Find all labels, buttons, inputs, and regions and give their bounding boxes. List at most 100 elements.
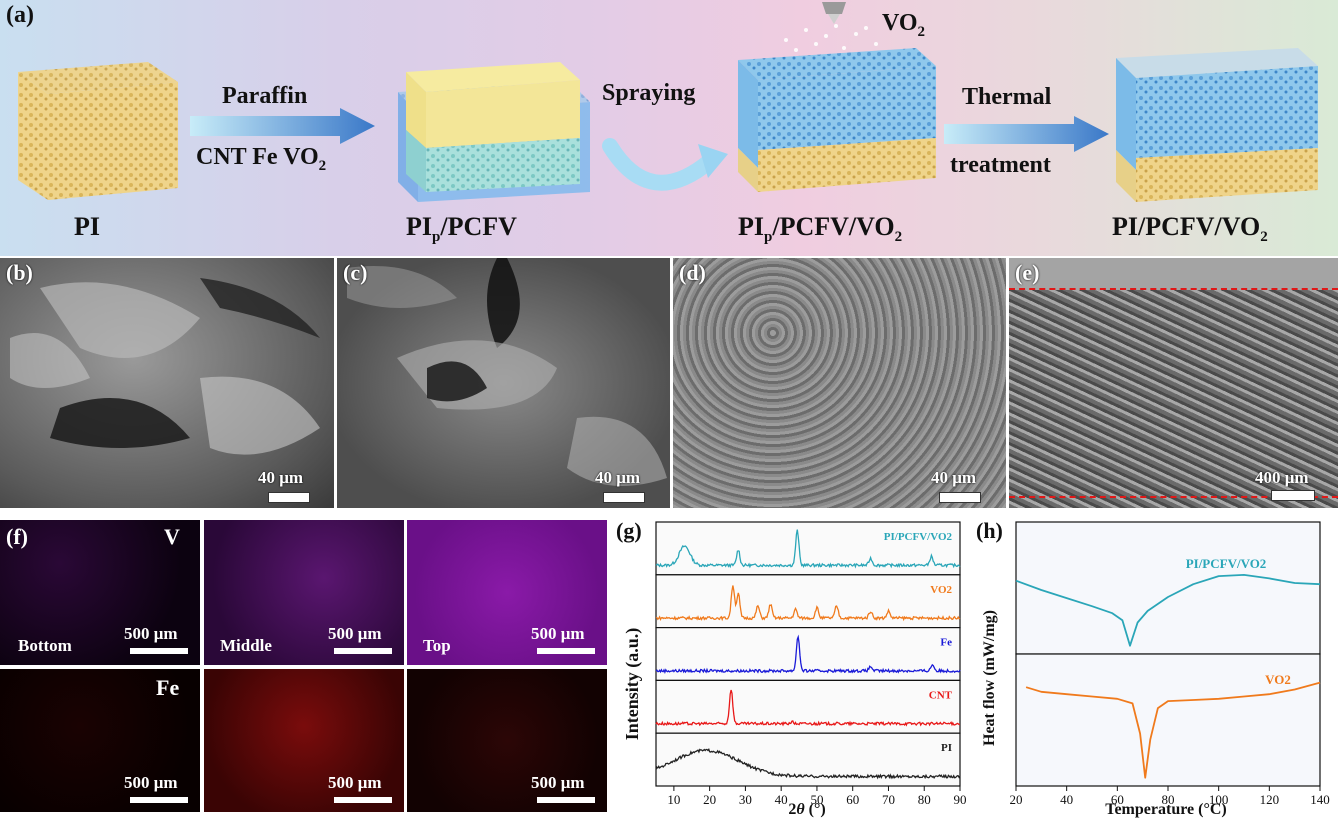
scale-bar-f1 [130,648,188,654]
scale-text-f6: 500 μm [531,773,585,792]
treatment-label: treatment [950,152,1051,178]
panel-e-label: (e) [1015,260,1040,285]
xrd-frame-3 [655,679,961,734]
xrd-series-label-0: PI/PCFV/VO2 [884,531,953,543]
scale-bar-b [268,492,310,503]
scale-bar-f4 [130,797,188,803]
cnt-fe-vo2-label: CNT Fe VO2 [196,144,327,174]
arrow-1 [190,108,375,144]
scale-bar-f3 [537,648,595,654]
xrd-series-label-4: PI [941,742,952,754]
xrd-series-label-3: CNT [929,689,953,701]
xrd-xtick-label-7: 80 [918,792,931,807]
panel-b-label: (b) [6,260,33,285]
eds-v-middle: Middle 500 μm [204,520,404,665]
scale-text-f5: 500 μm [328,773,382,792]
xrd-frame-2 [655,626,961,681]
scale-text-e: 400 μm [1255,468,1309,487]
scale-text-f3: 500 μm [531,624,585,643]
curved-arrow [602,138,728,191]
xrd-series-2 [655,634,961,674]
eds-fe-middle: 500 μm [204,669,404,812]
dsc-xtick-label-6: 140 [1310,792,1330,807]
xrd-series-3 [655,689,961,727]
spraying-label: Spraying [602,80,696,106]
scale-bar-f5 [334,797,392,803]
panel-f-label: (f) [6,524,28,549]
dsc-xtick-label-4: 100 [1209,792,1229,807]
pip-pcfv-foam [398,62,590,202]
panel-c-label: (c) [343,260,368,285]
dsc-xtick-label-5: 120 [1260,792,1280,807]
thermal-label: Thermal [962,84,1052,110]
xrd-ylabel: Intensity (a.u.) [622,628,643,741]
interface-line-top [1009,288,1338,290]
schematic-panel-a: (a) PI Paraffin CNT Fe VO2 [0,0,1338,256]
sem-image-e: (e) 400 μm [1009,258,1338,508]
dsc-xlabel: Temperature (°C) [1105,801,1226,818]
scale-bar-e [1271,490,1315,501]
xrd-xtick-label-8: 90 [954,792,967,807]
xrd-chart-g: (g) Intensity (a.u.) 2θ (°) PI/PCFV/VO2 V… [616,518,967,818]
pi-pcfv-vo2-foam [1116,48,1318,202]
scale-bar-f2 [334,648,392,654]
dsc-frame-0 [1015,521,1321,655]
top-layer-region [1009,258,1338,290]
sem-image-d: (d) 40 μm [673,258,1006,508]
scale-bar-f6 [537,797,595,803]
pip-pcfv-vo2-foam [738,2,936,192]
scale-text-b: 40 μm [258,468,304,487]
xrd-plot-area: PI/PCFV/VO2 VO2 Fe CNT PI [655,521,961,787]
panel-d-label: (d) [679,260,706,285]
eds-fe-top: 500 μm [407,669,607,812]
scale-text-f2: 500 μm [328,624,382,643]
pip-pcfv-vo2-label: PIp/PCFV/VO2 [738,212,903,245]
dsc-xtick-label-2: 60 [1111,792,1124,807]
pi-foam-cube [18,62,178,200]
xrd-series-1 [655,585,961,622]
dsc-series-label-1: VO2 [1265,672,1291,687]
pi-pcfv-vo2-final-label: PI/PCFV/VO2 [1112,212,1268,245]
paraffin-label: Paraffin [222,83,308,109]
dsc-frame-1 [1015,653,1321,787]
eds-fe-bottom: Fe 500 μm [0,669,200,812]
dsc-series-0 [1015,574,1321,647]
middle-label: Middle [220,636,272,655]
dsc-ylabel: Heat flow (mW/mg) [981,610,998,746]
panel-g-label: (g) [616,518,642,543]
xrd-series-label-1: VO2 [930,584,952,596]
xrd-xtick-label-6: 70 [882,792,895,807]
dsc-xtick-label-1: 40 [1060,792,1073,807]
xrd-xtick-label-3: 40 [775,792,788,807]
dsc-chart-h: (h) Heat flow (mW/mg) Temperature (°C) P… [976,518,1330,818]
pip-pcfv-label: PIp/PCFV [406,212,517,245]
panel-a-label: (a) [6,2,34,28]
element-fe-label: Fe [156,675,180,700]
xrd-xtick-label-5: 60 [846,792,859,807]
scale-bar-d [939,492,981,503]
sem-texture-c [347,258,667,486]
panel-h-label: (h) [976,518,1003,543]
xrd-xtick-label-2: 30 [739,792,752,807]
dsc-plot-area: PI/PCFV/VO2 VO2 [1015,521,1321,787]
xrd-series-label-2: Fe [940,637,952,649]
xrd-frame-4 [655,732,961,787]
sem-image-c: (c) 40 μm [337,258,670,508]
xrd-xlabel: 2θ (°) [788,801,825,818]
pi-label: PI [74,212,100,241]
eds-v-bottom: (f) V Bottom 500 μm [0,520,200,665]
interface-line-bottom [1009,496,1338,498]
bottom-label: Bottom [18,636,72,655]
scale-text-f4: 500 μm [124,773,178,792]
dsc-series-label-0: PI/PCFV/VO2 [1186,556,1267,571]
xrd-xtick-label-4: 50 [810,792,823,807]
xrd-xticks: 10 20 30 40 50 60 70 80 90 [667,786,967,807]
xrd-xtick-label-0: 10 [667,792,680,807]
top-label: Top [423,636,451,655]
dsc-xticks: 20 40 60 80 100 120 140 [1010,786,1330,807]
eds-v-top: Top 500 μm [407,520,607,665]
xrd-series-0 [655,529,961,569]
element-v-label: V [164,524,180,549]
xrd-series-4 [655,747,961,780]
dsc-xtick-label-0: 20 [1010,792,1023,807]
